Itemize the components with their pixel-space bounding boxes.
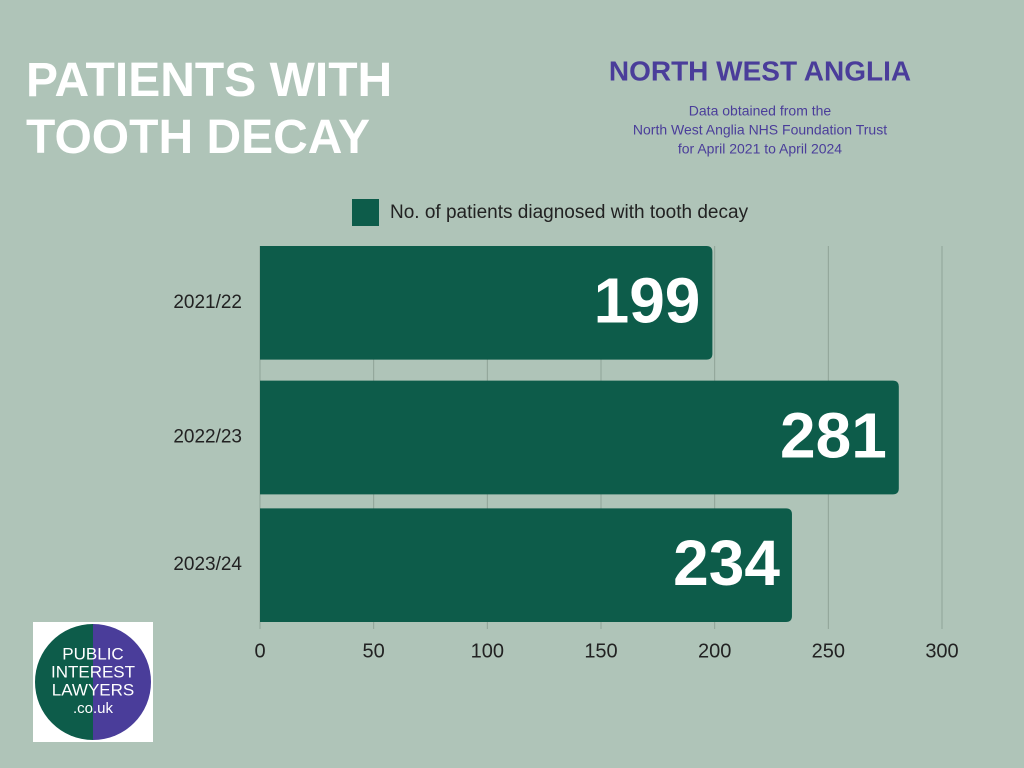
chart-subtitle: NORTH WEST ANGLIA [609,55,911,86]
y-tick-label: 2021/22 [173,292,242,313]
logo-text: LAWYERS [52,680,135,699]
logo-text: PUBLIC [62,644,123,663]
logo-text: INTEREST [51,662,135,681]
x-tick-label: 250 [812,640,845,662]
bar [260,246,713,360]
x-tick-label: 50 [363,640,385,662]
source-note: North West Anglia NHS Foundation Trust [633,122,887,138]
legend-label: No. of patients diagnosed with tooth dec… [390,202,749,223]
logo-text: .co.uk [73,700,114,717]
source-note: for April 2021 to April 2024 [678,141,842,157]
chart-title: PATIENTS WITH TOOTH DECAY [26,54,393,164]
x-tick-label: 300 [925,640,958,662]
data-label: 199 [594,265,701,337]
x-tick-label: 100 [471,640,504,662]
logo-half [93,624,151,740]
data-label: 234 [673,527,780,599]
bar [260,508,792,622]
bar [260,380,899,495]
x-tick-label: 0 [254,640,265,662]
x-tick-label: 200 [698,640,731,662]
data-label: 281 [780,399,887,471]
source-note: Data obtained from the [689,103,832,119]
y-tick-label: 2023/24 [173,554,242,575]
legend-swatch [352,199,379,226]
logo: PUBLIC INTEREST LAWYERS .co.uk [33,622,153,742]
x-tick-label: 150 [584,640,617,662]
y-tick-label: 2022/23 [173,427,242,448]
logo-half [35,624,93,740]
